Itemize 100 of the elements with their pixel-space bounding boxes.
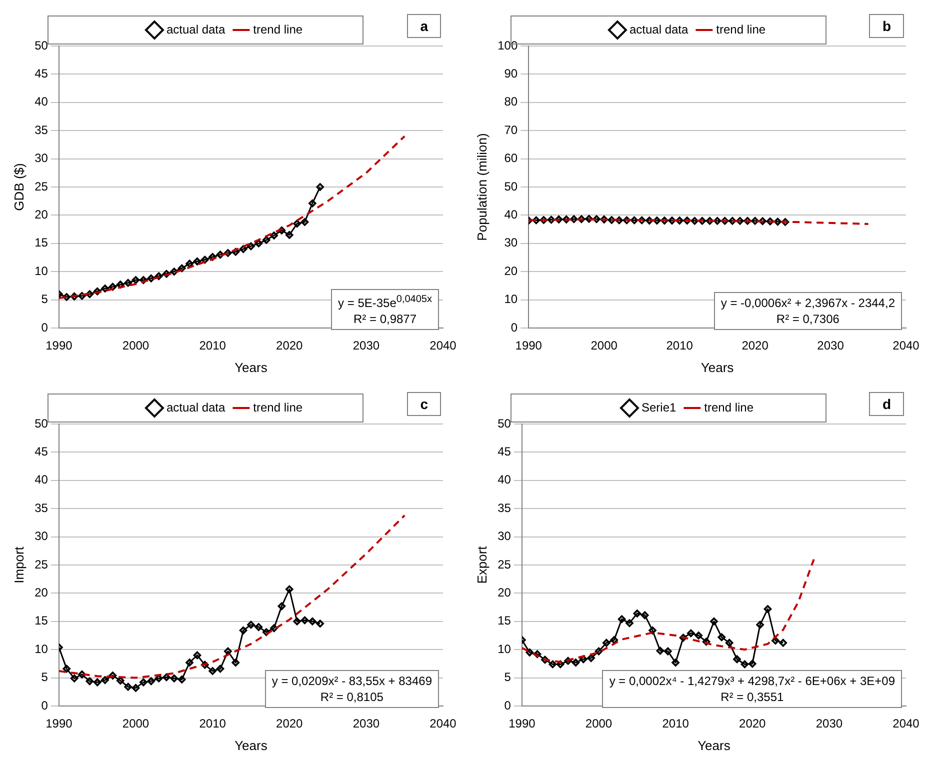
x-tick-label: 2020 — [276, 716, 304, 731]
annotation: y = 5E-35e$^{0,0405x}$ — [338, 293, 432, 311]
point — [208, 667, 216, 675]
point — [216, 664, 224, 673]
point — [200, 256, 209, 264]
point — [656, 646, 664, 655]
point — [78, 292, 86, 300]
y-tick-label: 20 — [504, 264, 518, 278]
point — [154, 674, 163, 682]
y-tick-label: 0 — [504, 698, 512, 712]
x-tick-label: 2030 — [816, 716, 843, 731]
point — [293, 220, 301, 228]
point — [308, 618, 316, 626]
point — [70, 674, 78, 682]
point — [533, 650, 542, 658]
point — [232, 248, 240, 256]
point — [101, 284, 109, 292]
point — [679, 634, 688, 642]
point — [718, 633, 726, 642]
point — [216, 250, 224, 259]
point — [193, 651, 202, 660]
point — [293, 618, 301, 626]
x-tick-label: 2020 — [739, 716, 766, 731]
y-tick-label: 45 — [34, 444, 48, 459]
point — [556, 660, 564, 668]
y-tick-label: 5 — [504, 670, 512, 684]
point — [756, 620, 764, 629]
y-tick-label: 70 — [504, 122, 518, 137]
x-tick-label: 2010 — [662, 716, 690, 731]
point — [564, 656, 572, 665]
y-tick-label: 10 — [34, 264, 48, 278]
x-tick-label: 2040 — [430, 338, 457, 353]
y-tick-label: 0 — [41, 698, 48, 712]
annotation: y = 0,0209x² - 83,55x + 83469 — [272, 673, 432, 689]
point — [618, 615, 626, 624]
point — [147, 274, 156, 282]
point — [648, 626, 656, 634]
point — [62, 664, 71, 673]
point — [748, 660, 756, 668]
point — [108, 672, 117, 680]
point — [740, 660, 749, 668]
point — [86, 677, 94, 686]
y-tick-label: 5 — [41, 670, 48, 684]
point — [687, 629, 695, 638]
point — [93, 287, 102, 296]
y-tick-label: 30 — [34, 151, 48, 166]
text: a — [407, 14, 441, 38]
point — [200, 660, 209, 669]
legend-label: actual data — [166, 22, 226, 36]
point — [733, 655, 741, 664]
y-tick-label: 25 — [34, 557, 48, 572]
y-tick-label: 15 — [498, 614, 512, 628]
point — [239, 626, 248, 634]
y-tick-label: 35 — [498, 500, 512, 515]
y-tick-label: 10 — [34, 642, 48, 656]
text: b — [869, 14, 904, 38]
y-tick-label: 40 — [34, 472, 48, 487]
legend-label: Serie1 — [641, 400, 676, 414]
annotation: R² = 0,3551 — [720, 689, 785, 705]
x-tick-label: 2040 — [892, 716, 920, 731]
point — [610, 636, 618, 644]
x-tick-label: 1990 — [46, 716, 73, 731]
x-tick-label: 2000 — [590, 338, 618, 353]
point — [132, 684, 140, 692]
annotation: y = -0,0006x² + 2,3967x - 2344,2 — [720, 295, 895, 311]
point — [116, 280, 124, 288]
legend-label: actual data — [166, 400, 226, 414]
point — [232, 658, 240, 666]
point — [285, 585, 294, 594]
y-axis-title: GDB ($) — [11, 163, 26, 211]
point — [93, 678, 102, 686]
x-tick-label: 2040 — [892, 338, 920, 353]
point — [664, 647, 672, 656]
point — [124, 278, 132, 287]
text: d — [869, 392, 904, 416]
point — [587, 654, 595, 662]
point — [278, 602, 286, 610]
x-tick-label: 2010 — [199, 716, 226, 731]
x-axis-title: Years — [698, 738, 731, 753]
point — [633, 610, 642, 618]
point — [62, 293, 71, 301]
annotation: y = 0,0002x⁴ - 1,4279x³ + 4298,7x² - 6E+06x + 3E+09 — [609, 673, 895, 689]
point — [208, 253, 216, 261]
y-tick-label: 50 — [34, 416, 48, 430]
point — [254, 623, 263, 631]
point — [154, 272, 163, 280]
point — [526, 648, 534, 656]
y-tick-label: 60 — [504, 151, 518, 166]
point — [548, 660, 557, 668]
point — [278, 226, 286, 234]
y-tick-label: 40 — [498, 472, 512, 487]
point — [224, 249, 232, 257]
x-tick-label: 2020 — [276, 338, 304, 353]
y-tick-label: 100 — [498, 38, 518, 52]
y-tick-label: 20 — [34, 586, 48, 600]
point — [140, 276, 148, 284]
point — [186, 260, 194, 268]
annotation: R² = 0,8105 — [319, 689, 384, 705]
point — [247, 242, 255, 250]
y-axis-title: Export — [474, 546, 490, 584]
